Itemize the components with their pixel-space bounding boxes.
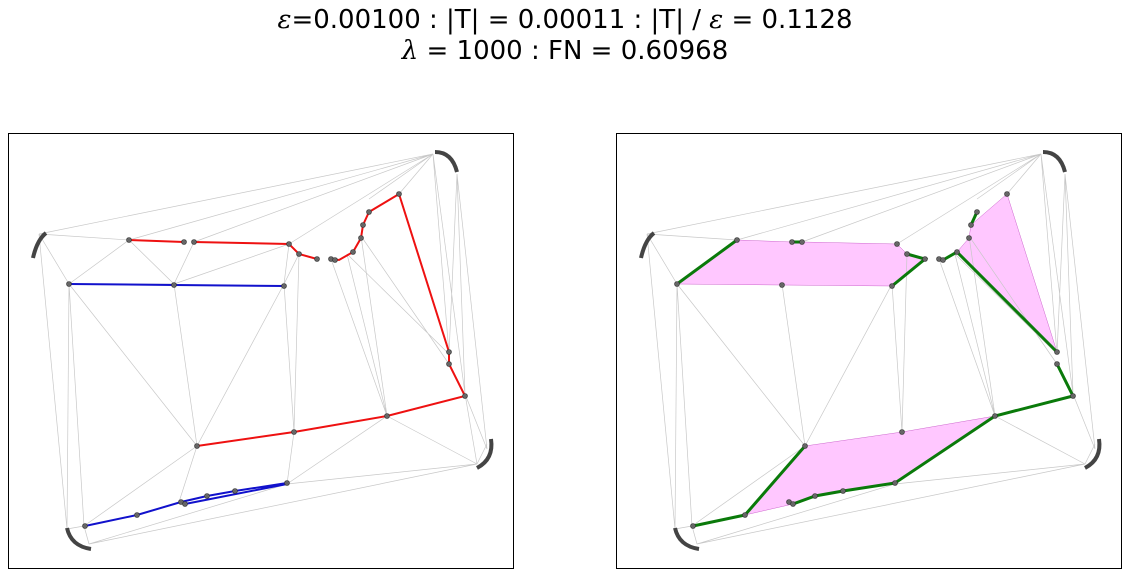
arc-top-left-r — [639, 231, 656, 259]
figure-title-line-1: ε=0.00100 : |T| = 0.00011 : |T| / ε = 0.… — [0, 4, 1130, 36]
epsilon-symbol: ε — [277, 5, 292, 35]
region-top — [676, 239, 926, 287]
arc-bottom-left — [65, 527, 92, 551]
epsilon-text: =0.00100 : |T| = 0.00011 : |T| / — [291, 5, 710, 35]
figure-title-line-2: λ = 1000 : FN = 0.60968 — [0, 35, 1130, 67]
region-right — [956, 193, 1058, 353]
lambda-text: = 1000 : FN = 0.60968 — [418, 36, 729, 66]
arc-bottom-right — [475, 438, 494, 470]
arc-bottom-left-r — [673, 527, 700, 551]
ratio-text: = 0.1128 — [723, 5, 853, 35]
right-panel — [616, 133, 1122, 569]
region-bottom — [744, 415, 996, 516]
triangulation-edges — [38, 153, 488, 545]
arc-top-right — [434, 150, 459, 173]
corner-node-arcs-right — [639, 150, 1102, 551]
arc-bottom-right-r — [1083, 438, 1102, 470]
left-panel — [8, 133, 514, 569]
triangulation-edges-right — [646, 153, 1096, 545]
epsilon-symbol-2: ε — [709, 5, 724, 35]
corner-node-arcs — [31, 150, 494, 551]
graph-nodes-right — [674, 191, 1076, 529]
right-diagram — [639, 150, 1102, 551]
arc-top-right-r — [1042, 150, 1067, 173]
left-diagram — [31, 150, 494, 551]
blue-path-bottom — [84, 482, 288, 527]
graph-nodes — [66, 191, 468, 529]
arc-top-left — [31, 231, 48, 259]
lambda-symbol: λ — [401, 36, 419, 66]
